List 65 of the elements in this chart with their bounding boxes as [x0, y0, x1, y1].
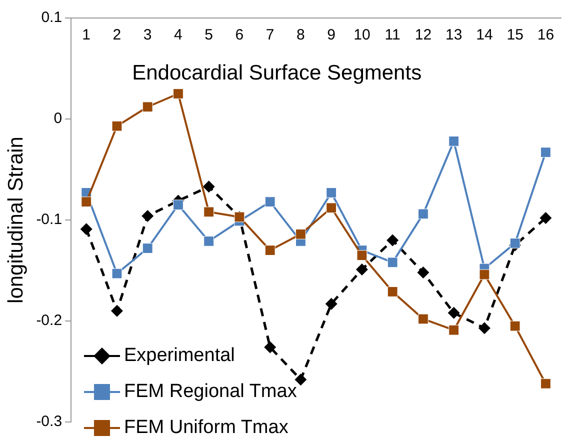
x-tick-label: 10 [354, 26, 370, 44]
x-tick-label: 1 [82, 26, 91, 44]
x-tick-label: 14 [476, 26, 493, 44]
legend-label: FEM Uniform Tmax [124, 416, 288, 440]
point [325, 298, 338, 310]
point [264, 196, 276, 208]
x-tick-label: 6 [235, 26, 244, 44]
point [448, 306, 460, 319]
point [540, 378, 551, 389]
point [479, 269, 490, 280]
x-tick-label: 9 [327, 26, 336, 44]
legend-label: FEM Regional Tmax [124, 380, 297, 404]
x-tick-label: 11 [384, 26, 400, 44]
point [264, 245, 276, 256]
point [80, 223, 92, 236]
x-tick-label: 12 [414, 26, 432, 44]
point [204, 206, 214, 218]
point [264, 341, 276, 354]
point [387, 286, 398, 297]
point [448, 136, 460, 146]
point [112, 268, 122, 279]
point [540, 212, 552, 224]
point [510, 320, 520, 332]
point [417, 266, 430, 279]
point [386, 234, 399, 246]
point [356, 250, 368, 261]
point [356, 263, 368, 276]
point [540, 147, 551, 158]
x-tick-label: 16 [537, 26, 554, 44]
point [173, 200, 184, 210]
point [448, 324, 460, 336]
point [112, 120, 122, 132]
point [204, 236, 214, 246]
y-tick-label: 0.1 [41, 9, 62, 26]
legend-label: Experimental [124, 344, 235, 368]
point [296, 228, 306, 240]
x-tick-label: 2 [112, 26, 122, 44]
x-tick-label: 3 [143, 26, 152, 44]
point [326, 202, 337, 214]
y-axis-title: longitudinal Strain [4, 136, 28, 304]
point [294, 374, 307, 386]
x-tick-label: 4 [174, 26, 182, 44]
y-tick-label: -0.3 [36, 413, 62, 430]
point [418, 314, 428, 324]
y-tick-label: 0 [54, 110, 62, 128]
x-tick-label: 7 [266, 26, 274, 44]
point [326, 188, 337, 198]
x-tick-label: 8 [296, 26, 305, 44]
point [387, 257, 398, 268]
point [478, 322, 490, 334]
point [110, 304, 123, 317]
x-tick-label: 15 [506, 26, 524, 44]
point [142, 102, 153, 112]
point [418, 208, 428, 220]
x-tick-label: 5 [204, 26, 214, 44]
y-tick-label: -0.2 [36, 312, 62, 330]
point [510, 238, 520, 248]
x-tick-label: 13 [445, 26, 462, 44]
point [142, 210, 154, 222]
x-axis-title: Endocardial Surface Segments [132, 61, 422, 84]
point [142, 243, 153, 254]
y-tick-label: -0.1 [36, 211, 62, 228]
point [81, 196, 92, 208]
point [202, 180, 215, 193]
point [173, 88, 184, 99]
